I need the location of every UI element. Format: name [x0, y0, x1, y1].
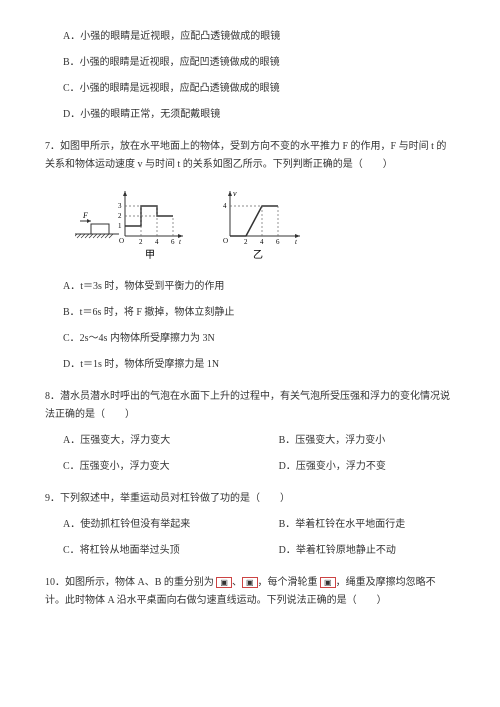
q7-option-b: B．t＝6s 时，将 F 撤掉，物体立刻静止	[63, 304, 455, 322]
placeholder-icon: ▣	[320, 577, 336, 588]
q8-option-b: B．压强变大，浮力变小	[279, 432, 455, 450]
svg-text:4: 4	[260, 238, 264, 246]
q7-figure-yi: v 4 2 4 6 O t 乙	[215, 186, 305, 266]
svg-text:O: O	[223, 237, 228, 245]
q7-option-d: D．t＝1s 时，物体所受摩擦力是 1N	[63, 356, 455, 374]
q8-stem: 8．潜水员潜水时呼出的气泡在水面下上升的过程中，有关气泡所受压强和浮力的变化情况…	[45, 388, 455, 424]
q7-figure-jia: F 1 2 3 2 4 6 O t 甲	[75, 186, 185, 266]
q7-figures: F 1 2 3 2 4 6 O t 甲 v 4 2 4 6	[75, 186, 455, 266]
q9-option-b: B．举着杠铃在水平地面行走	[279, 516, 455, 534]
svg-text:O: O	[119, 237, 124, 245]
svg-text:4: 4	[155, 238, 159, 246]
svg-text:3: 3	[118, 202, 122, 210]
svg-text:乙: 乙	[253, 249, 263, 261]
q7-option-c: C．2s～4s 内物体所受摩擦力为 3N	[63, 330, 455, 348]
svg-text:6: 6	[276, 238, 280, 246]
svg-text:甲: 甲	[145, 250, 155, 261]
q6-option-b: B．小强的眼睛是近视眼，应配凹透镜做成的眼镜	[63, 54, 455, 72]
svg-text:2: 2	[244, 238, 248, 246]
q10-stem: 10．如图所示，物体 A、B 的重分别为 ▣、▣，每个滑轮重 ▣，绳重及摩擦均忽…	[45, 574, 455, 610]
svg-text:t: t	[295, 238, 298, 246]
q8-option-a: A．压强变大，浮力变大	[63, 432, 279, 450]
svg-text:1: 1	[118, 222, 122, 230]
q7-stem: 7．如图甲所示，放在水平地面上的物体，受到方向不变的水平推力 F 的作用，F 与…	[45, 138, 455, 174]
svg-text:6: 6	[171, 238, 175, 246]
svg-text:2: 2	[139, 238, 143, 246]
q9-option-d: D．举着杠铃原地静止不动	[279, 542, 455, 560]
q9-option-a: A．使劲抓杠铃但没有举起来	[63, 516, 279, 534]
q6-option-d: D．小强的眼睛正常，无须配戴眼镜	[63, 106, 455, 124]
placeholder-icon: ▣	[242, 577, 258, 588]
q6-option-a: A．小强的眼睛是近视眼，应配凸透镜做成的眼镜	[63, 28, 455, 46]
svg-text:4: 4	[223, 202, 227, 210]
svg-text:t: t	[179, 238, 182, 246]
q8-option-d: D．压强变小，浮力不变	[279, 458, 455, 476]
placeholder-icon: ▣	[216, 577, 232, 588]
q6-option-c: C．小强的眼睛是远视眼，应配凸透镜做成的眼镜	[63, 80, 455, 98]
q9-option-c: C．将杠铃从地面举过头顶	[63, 542, 279, 560]
q9-stem: 9．下列叙述中，举重运动员对杠铃做了功的是（ ）	[45, 490, 455, 508]
q8-option-c: C．压强变小，浮力变大	[63, 458, 279, 476]
q7-option-a: A．t＝3s 时，物体受到平衡力的作用	[63, 278, 455, 296]
svg-text:v: v	[233, 189, 237, 198]
F-label: F	[82, 211, 88, 220]
svg-text:2: 2	[118, 212, 122, 220]
